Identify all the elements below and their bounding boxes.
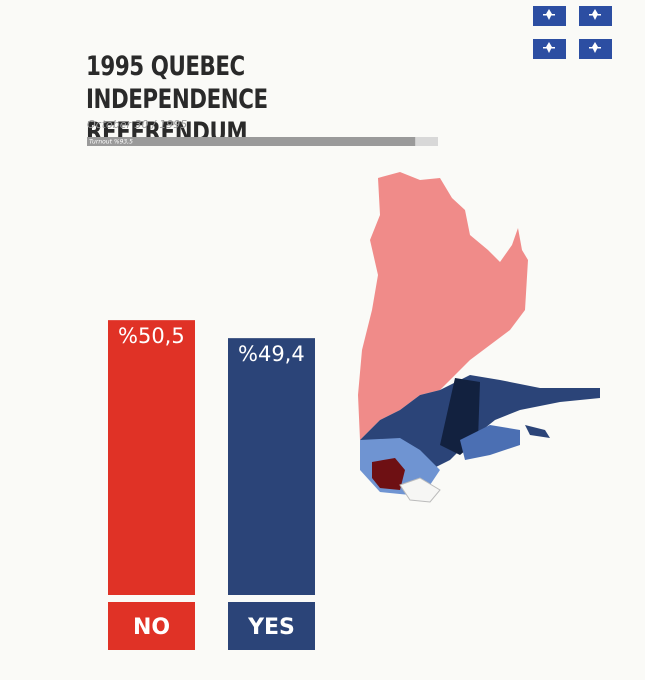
category-box xyxy=(108,602,195,650)
title: 1995 QUEBEC INDEPENDENCE REFERENDUM xyxy=(86,51,268,148)
subtitle: October 30 / 1995 xyxy=(87,118,188,131)
category-box xyxy=(228,602,315,650)
value-label: %49,4 xyxy=(238,342,305,366)
bar xyxy=(108,320,195,595)
turnout-bar xyxy=(87,137,416,146)
category-label: YES xyxy=(247,615,295,640)
bar xyxy=(228,338,315,595)
turnout-label: Turnout %93,5 xyxy=(89,139,133,146)
map xyxy=(358,172,600,503)
value-label: %50,5 xyxy=(118,324,185,348)
category-label: NO xyxy=(133,615,170,640)
flags xyxy=(533,6,612,59)
